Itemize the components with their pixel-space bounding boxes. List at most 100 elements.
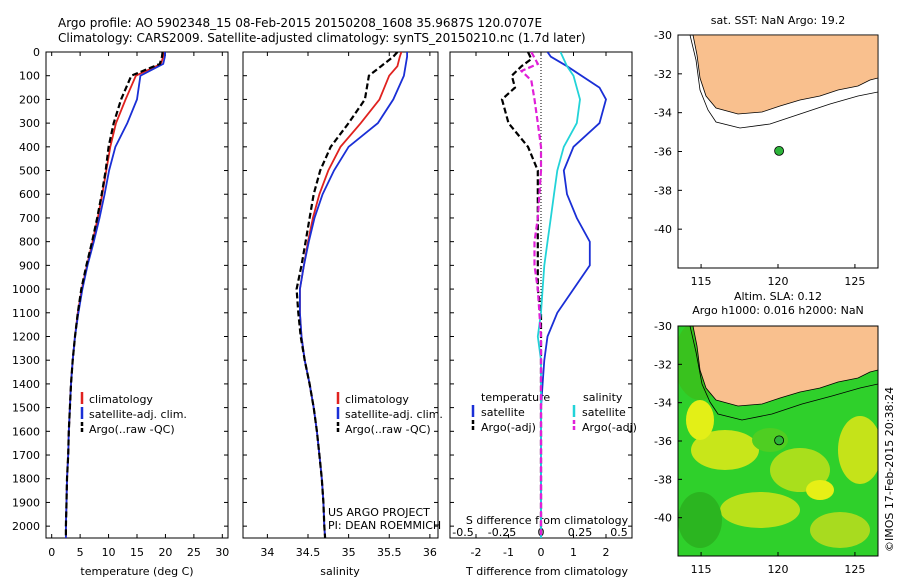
project-credit: US ARGO PROJECT bbox=[328, 506, 430, 519]
sst-map-panel bbox=[677, 34, 879, 269]
legend-label-s-satellite: satellite bbox=[582, 406, 626, 419]
y-tick-label: 1900 bbox=[12, 496, 40, 509]
x-tick-label: 36 bbox=[423, 546, 437, 559]
series-line bbox=[540, 52, 607, 538]
map-y-tick-label: -40 bbox=[654, 512, 672, 525]
map-y-tick-label: -34 bbox=[654, 397, 672, 410]
series-line bbox=[299, 52, 408, 538]
y-tick-label: 1400 bbox=[12, 378, 40, 391]
map-y-tick-label: -30 bbox=[654, 29, 672, 42]
x-tick-label: 20 bbox=[158, 546, 172, 559]
legend-label-t-satellite: satellite bbox=[481, 406, 525, 419]
x-tick-label: 5 bbox=[77, 546, 84, 559]
map-y-tick-label: -36 bbox=[654, 146, 672, 159]
series-line bbox=[500, 52, 543, 538]
x-tick-label: 35 bbox=[342, 546, 356, 559]
difference-xlabel: T difference from climatology bbox=[465, 565, 628, 578]
x-tick-label: 34 bbox=[260, 546, 274, 559]
difference-xlabel-top: S difference from climatology bbox=[466, 514, 629, 527]
x-tick-label: 15 bbox=[130, 546, 144, 559]
sla-map-title: Altim. SLA: 0.12 bbox=[734, 290, 822, 303]
legend-label-satellite: satellite-adj. clim. bbox=[345, 408, 443, 421]
x-tick-label-s: 0.5 bbox=[610, 526, 628, 539]
map-y-tick-label: -30 bbox=[654, 320, 672, 333]
sla-field bbox=[678, 326, 878, 548]
y-tick-label: 1500 bbox=[12, 402, 40, 415]
temperature-legend: climatology satellite-adj. clim. Argo(..… bbox=[80, 392, 187, 436]
y-tick-label: 800 bbox=[19, 236, 40, 249]
sst-map-title: sat. SST: NaN Argo: 19.2 bbox=[711, 14, 845, 27]
map-x-tick-label: 115 bbox=[691, 563, 712, 576]
legend-label-s-argo: Argo(-adj) bbox=[582, 421, 637, 434]
map-y-tick-label: -40 bbox=[654, 223, 672, 236]
legend-label-climatology: climatology bbox=[345, 393, 409, 406]
x-tick-label: 25 bbox=[187, 546, 201, 559]
map-y-tick-label: -36 bbox=[654, 435, 672, 448]
header-title-line2: Climatology: CARS2009. Satellite-adjuste… bbox=[58, 31, 586, 45]
salinity-series-group bbox=[295, 52, 408, 538]
y-tick-label: 0 bbox=[33, 46, 40, 59]
salinity-legend: climatology satellite-adj. clim. Argo(..… bbox=[336, 392, 443, 436]
y-tick-label: 500 bbox=[19, 165, 40, 178]
map-y-tick-label: -38 bbox=[654, 473, 672, 486]
y-tick-label: 1700 bbox=[12, 449, 40, 462]
x-tick-label: 0 bbox=[48, 546, 55, 559]
map-x-tick-label: 115 bbox=[691, 275, 712, 288]
sla-land-australia bbox=[678, 326, 878, 407]
header-title-line1: Argo profile: AO 5902348_15 08-Feb-2015 … bbox=[58, 16, 542, 30]
y-tick-label: 1300 bbox=[12, 354, 40, 367]
x-tick-label-s: -0.25 bbox=[488, 526, 516, 539]
x-tick-label: 10 bbox=[102, 546, 116, 559]
y-tick-label: 1600 bbox=[12, 425, 40, 438]
pi-credit: PI: DEAN ROEMMICH bbox=[328, 519, 441, 532]
series-line bbox=[295, 52, 399, 538]
y-tick-label: 900 bbox=[19, 259, 40, 272]
difference-series-group bbox=[500, 52, 607, 538]
legend-title-salinity: salinity bbox=[583, 391, 623, 404]
y-tick-label: 700 bbox=[19, 212, 40, 225]
map-x-tick-label: 120 bbox=[768, 563, 789, 576]
sla-map-subtitle: Argo h1000: 0.016 h2000: NaN bbox=[692, 304, 864, 317]
x-tick-label-s: -0.5 bbox=[452, 526, 473, 539]
sst-coast-contour bbox=[689, 35, 878, 129]
series-layer bbox=[64, 52, 607, 538]
temperature-panel bbox=[45, 51, 229, 539]
y-tick-label: 1800 bbox=[12, 473, 40, 486]
x-tick-label: 34.5 bbox=[296, 546, 321, 559]
map-y-tick-label: -32 bbox=[654, 68, 672, 81]
legend-label-argo: Argo(..raw -QC) bbox=[345, 423, 431, 436]
legend-title-temperature: temperature bbox=[481, 391, 550, 404]
x-tick-label-t: 0 bbox=[538, 546, 545, 559]
sla-map-panel bbox=[677, 325, 879, 557]
y-tick-label: 100 bbox=[19, 70, 40, 83]
salinity-xlabel: salinity bbox=[320, 565, 360, 578]
map-x-tick-label: 125 bbox=[844, 563, 865, 576]
x-tick-label-s: 0.25 bbox=[568, 526, 593, 539]
y-tick-label: 200 bbox=[19, 93, 40, 106]
difference-legend: temperature salinity satellite Argo(-adj… bbox=[471, 391, 637, 434]
y-tick-label: 1100 bbox=[12, 307, 40, 320]
sla-coast-contour bbox=[689, 326, 878, 421]
x-tick-label-t: -2 bbox=[471, 546, 482, 559]
sst-argo-marker bbox=[774, 145, 784, 156]
series-line bbox=[519, 52, 543, 538]
x-tick-label-t: 1 bbox=[570, 546, 577, 559]
map-y-tick-label: -38 bbox=[654, 184, 672, 197]
y-tick-label: 2000 bbox=[12, 520, 40, 533]
sst-land-australia bbox=[678, 35, 878, 115]
y-tick-label: 1200 bbox=[12, 330, 40, 343]
legend-label-satellite: satellite-adj. clim. bbox=[89, 408, 187, 421]
map-y-tick-label: -34 bbox=[654, 107, 672, 120]
legend-label-climatology: climatology bbox=[89, 393, 153, 406]
sla-argo-marker bbox=[774, 435, 784, 446]
map-x-tick-label: 125 bbox=[844, 275, 865, 288]
map-x-tick-label: 120 bbox=[768, 275, 789, 288]
map-y-tick-label: -32 bbox=[654, 358, 672, 371]
y-tick-label: 300 bbox=[19, 117, 40, 130]
x-tick-label: 35.5 bbox=[377, 546, 402, 559]
y-tick-label: 400 bbox=[19, 141, 40, 154]
legend-label-argo: Argo(..raw -QC) bbox=[89, 423, 175, 436]
salinity-panel bbox=[242, 51, 439, 539]
temperature-xlabel: temperature (deg C) bbox=[80, 565, 193, 578]
